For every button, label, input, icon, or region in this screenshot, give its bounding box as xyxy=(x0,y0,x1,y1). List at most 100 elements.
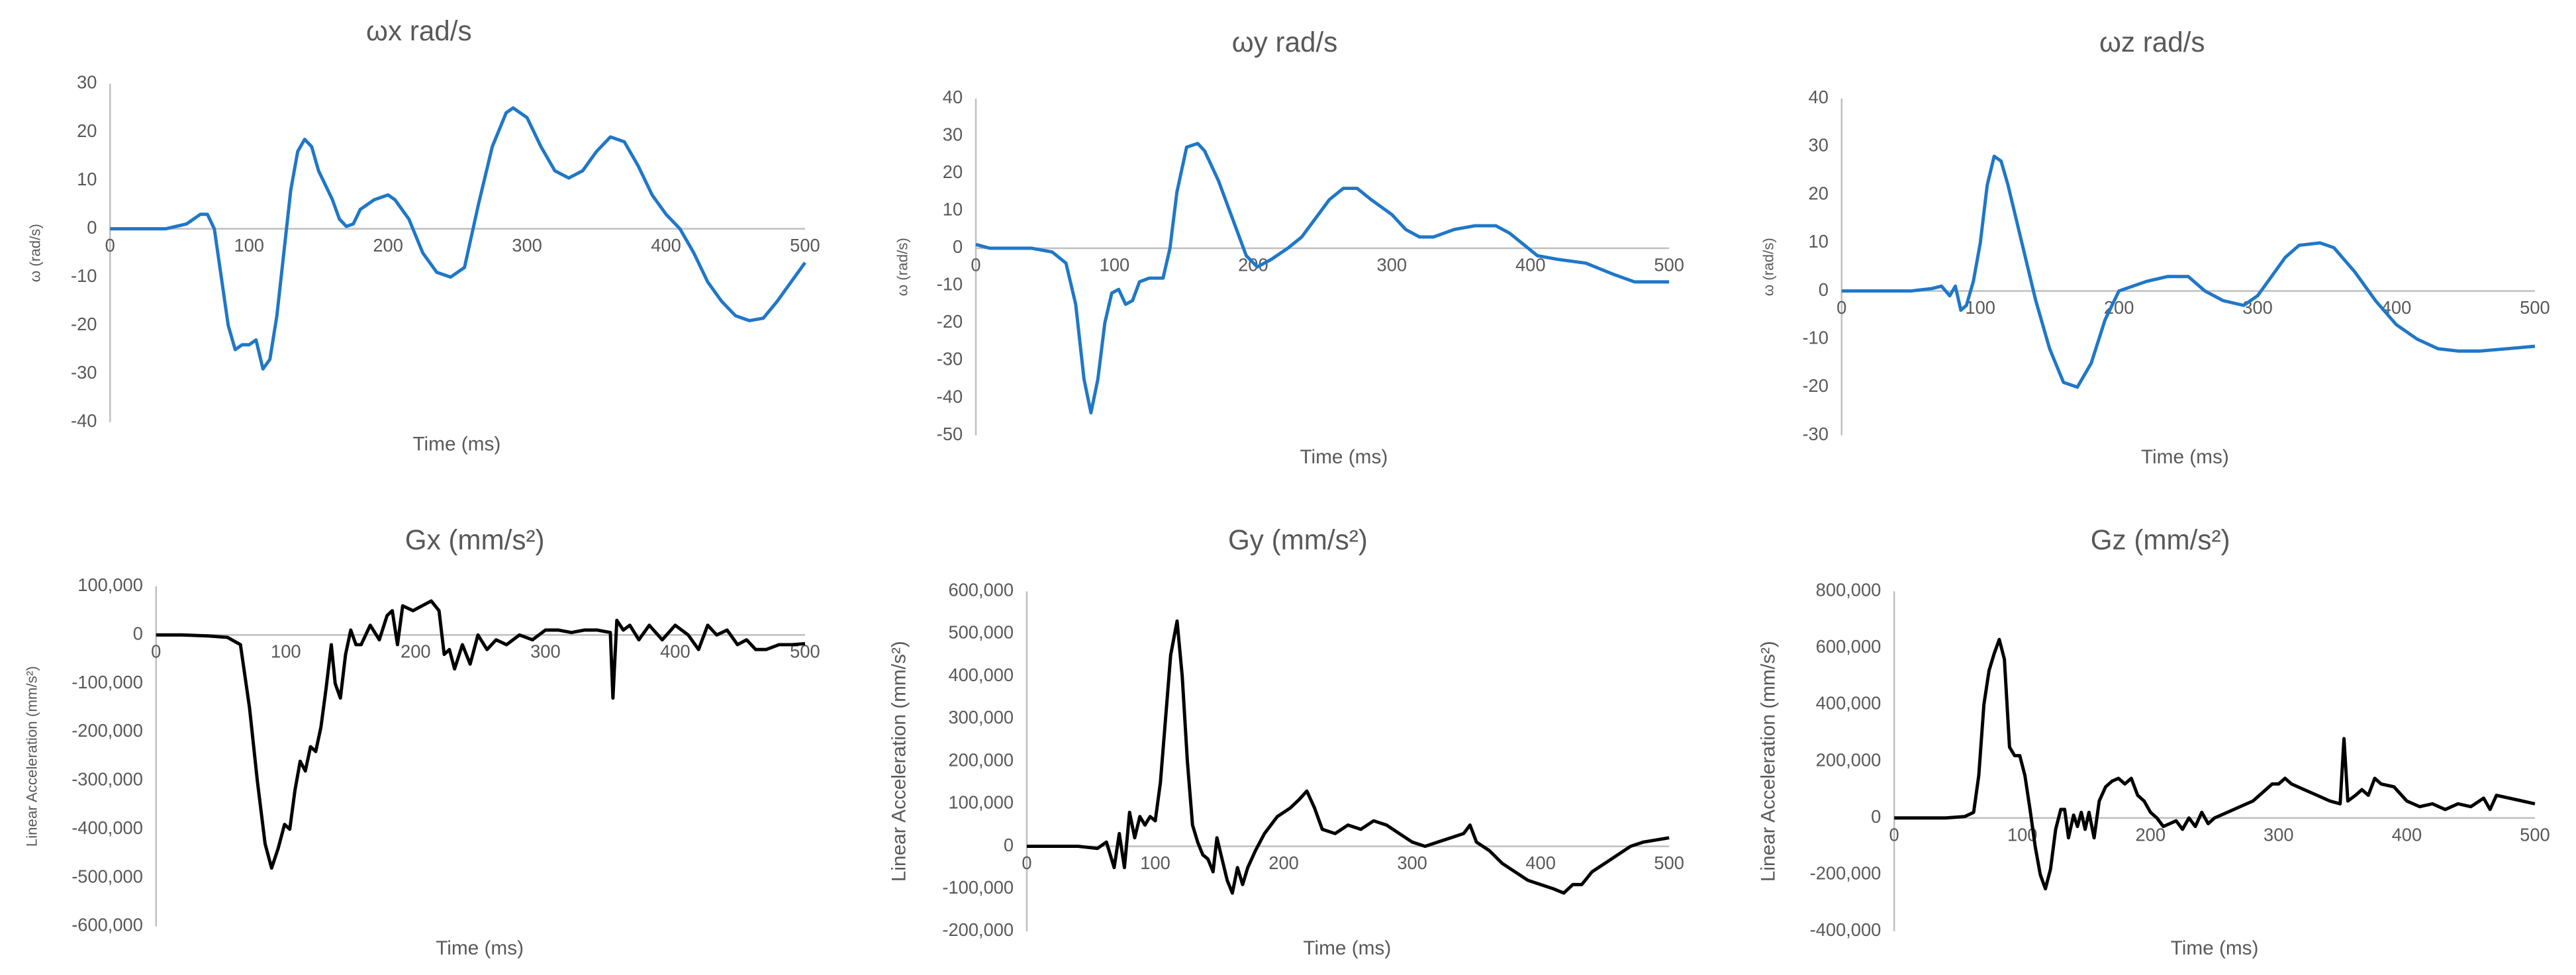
x-tick-label: 300 xyxy=(530,641,561,662)
x-tick-label: 300 xyxy=(1397,853,1427,873)
x-tick-label: 400 xyxy=(2392,824,2422,845)
x-tick-label: 200 xyxy=(401,641,431,662)
x-tick-label: 100 xyxy=(271,641,301,662)
x-axis-label: Time (ms) xyxy=(412,433,501,455)
x-tick-label: 100 xyxy=(1965,297,1995,318)
y-tick-label: 0 xyxy=(1871,806,1881,827)
x-tick-label: 300 xyxy=(512,235,542,255)
x-tick-label: 300 xyxy=(2242,297,2273,318)
x-tick-label: 200 xyxy=(2136,824,2166,845)
y-tick-label: -200,000 xyxy=(1810,863,1882,884)
y-tick-label: 200,000 xyxy=(948,749,1014,770)
data-line xyxy=(975,142,1670,415)
data-line xyxy=(1841,154,2536,389)
y-tick-label: -10 xyxy=(1802,327,1828,348)
y-tick-label: -50 xyxy=(937,424,963,444)
x-axis-label: Time (ms) xyxy=(1303,937,1391,959)
y-tick-label: 20 xyxy=(943,162,963,182)
y-tick-label: -20 xyxy=(71,314,97,334)
x-tick-label: 100 xyxy=(1140,853,1170,873)
y-tick-label: -100,000 xyxy=(72,672,143,692)
chart-title: Gx (mm/s²) xyxy=(405,524,545,555)
y-tick-label: 400,000 xyxy=(948,665,1014,685)
x-tick-label: 200 xyxy=(1268,853,1299,873)
x-tick-label: 500 xyxy=(2520,297,2550,318)
y-tick-label: 10 xyxy=(1809,231,1829,252)
x-tick-label: 400 xyxy=(660,641,691,662)
x-tick-label: 200 xyxy=(373,235,403,255)
data-line xyxy=(1894,637,2536,891)
y-tick-label: 10 xyxy=(77,169,97,189)
chart-title: ωz rad/s xyxy=(2099,26,2205,58)
x-tick-label: 500 xyxy=(2520,824,2550,845)
y-tick-label: -30 xyxy=(1802,424,1828,444)
y-tick-label: 0 xyxy=(953,236,963,257)
y-tick-label: 500,000 xyxy=(948,622,1014,643)
y-tick-label: -600,000 xyxy=(72,915,143,935)
x-axis-label: Time (ms) xyxy=(1300,446,1388,468)
data-line xyxy=(110,106,806,371)
y-tick-label: -400,000 xyxy=(1810,919,1882,940)
y-axis-label: ω (rad/s) xyxy=(1760,238,1776,296)
x-tick-label: 0 xyxy=(1022,853,1031,873)
x-axis-label: Time (ms) xyxy=(2141,446,2229,468)
y-tick-label: -40 xyxy=(937,386,963,406)
data-line xyxy=(1026,619,1670,895)
y-tick-label: -400,000 xyxy=(72,817,143,838)
chart-title: ωy rad/s xyxy=(1232,26,1337,58)
x-tick-label: 0 xyxy=(105,235,115,255)
y-tick-label: 0 xyxy=(133,623,143,643)
x-tick-label: 400 xyxy=(1525,853,1556,873)
data-line xyxy=(156,599,806,870)
y-axis-label: Linear Acceleration (mm/s²) xyxy=(1757,641,1779,882)
x-tick-label: 400 xyxy=(651,235,681,255)
y-tick-label: 200,000 xyxy=(1816,749,1882,770)
y-tick-label: 600,000 xyxy=(948,580,1014,600)
x-tick-label: 500 xyxy=(1654,853,1684,873)
x-tick-label: 300 xyxy=(2264,824,2294,845)
y-tick-label: 10 xyxy=(943,199,963,220)
x-tick-label: 100 xyxy=(234,235,264,255)
x-tick-label: 0 xyxy=(1889,824,1899,845)
y-tick-label: 20 xyxy=(1809,183,1829,203)
x-axis-label: Time (ms) xyxy=(436,937,524,959)
x-tick-label: 0 xyxy=(971,254,980,275)
y-tick-label: 400,000 xyxy=(1816,693,1882,714)
y-tick-label: -40 xyxy=(71,410,97,431)
x-tick-label: 500 xyxy=(790,235,820,255)
y-axis-label: ω (rad/s) xyxy=(894,238,911,296)
y-tick-label: -10 xyxy=(937,274,963,295)
chart-title: Gz (mm/s²) xyxy=(2091,524,2230,555)
y-tick-label: 40 xyxy=(943,87,963,107)
y-tick-label: -500,000 xyxy=(72,866,143,886)
x-axis-label: Time (ms) xyxy=(2171,937,2259,959)
y-tick-label: 300,000 xyxy=(948,707,1014,727)
x-tick-label: 100 xyxy=(1100,254,1130,275)
y-tick-label: -20 xyxy=(1802,375,1828,396)
y-tick-label: 100,000 xyxy=(77,575,143,595)
chart-title: Gy (mm/s²) xyxy=(1228,524,1368,555)
x-tick-label: 0 xyxy=(1837,297,1846,318)
y-tick-label: 20 xyxy=(77,120,97,141)
y-tick-label: 800,000 xyxy=(1816,580,1882,600)
y-tick-label: 30 xyxy=(943,124,963,145)
chart-title: ωx rad/s xyxy=(366,15,471,46)
y-tick-label: -30 xyxy=(937,349,963,369)
y-axis-label: Linear Acceleration (mm/s²) xyxy=(24,666,40,847)
y-tick-label: 0 xyxy=(1819,279,1829,300)
y-tick-label: 40 xyxy=(1809,87,1829,107)
y-tick-label: -200,000 xyxy=(72,720,143,741)
x-tick-label: 500 xyxy=(1654,254,1684,275)
y-tick-label: -100,000 xyxy=(942,877,1014,898)
y-tick-label: 30 xyxy=(77,72,97,93)
y-tick-label: -30 xyxy=(71,362,97,383)
y-tick-label: 100,000 xyxy=(948,792,1014,813)
y-tick-label: 0 xyxy=(87,217,97,238)
y-tick-label: -10 xyxy=(71,265,97,286)
y-axis-label: Linear Acceleration (mm/s²) xyxy=(888,641,910,882)
y-tick-label: 30 xyxy=(1809,135,1829,156)
x-tick-label: 300 xyxy=(1377,254,1407,275)
y-tick-label: -300,000 xyxy=(72,769,143,790)
y-tick-label: 600,000 xyxy=(1816,636,1882,657)
